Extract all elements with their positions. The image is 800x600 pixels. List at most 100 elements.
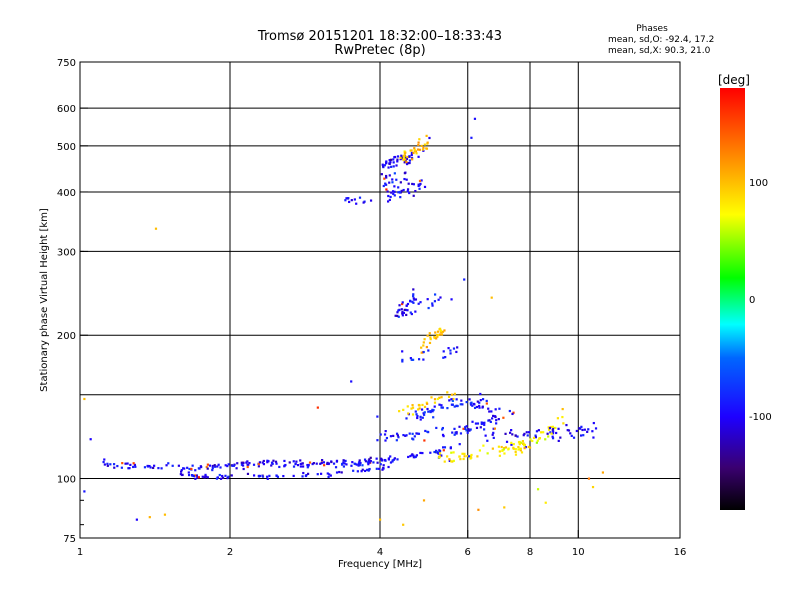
echo-point [301,462,304,465]
echo-point [368,467,371,471]
echo-point [199,465,202,468]
echo-point [347,197,350,200]
echo-point [181,473,184,476]
echo-point [388,158,392,162]
echo-point [215,477,219,480]
echo-point [221,474,224,478]
echo-point [407,182,410,185]
echo-point [431,302,434,305]
echo-point [230,474,233,477]
echo-point [421,451,424,455]
echo-point [316,406,319,409]
echo-point [410,358,413,361]
echo-point [301,475,304,478]
echo-point [192,474,195,478]
echo-point [466,454,469,458]
echo-point [440,454,443,457]
echo-point [278,465,281,469]
echo-point [426,402,429,405]
echo-point [180,470,183,473]
echo-point [486,439,489,442]
echo-point [103,458,106,461]
echo-point [409,149,412,152]
echo-point [450,393,454,396]
echo-point [572,436,576,439]
echo-point [581,428,584,432]
echo-point [428,136,431,140]
echo-point [385,436,389,440]
echo-point [216,465,219,468]
echo-point [390,165,393,168]
echo-point [438,396,441,399]
echo-point [385,176,388,179]
echo-point [518,443,521,446]
colorbar-tick-label: 0 [749,295,755,306]
echo-point [455,350,458,354]
echo-point [378,467,381,470]
echo-point [426,334,429,337]
echo-point [397,436,400,439]
echo-point [534,434,537,437]
echo-point [194,469,197,472]
echo-point [353,198,356,201]
echo-point [420,351,423,354]
echo-point [443,329,446,332]
echo-point [517,448,520,451]
echo-point [467,429,471,432]
echo-point [408,432,411,435]
echo-point [523,447,526,450]
echo-point [437,452,440,455]
echo-point [340,471,343,474]
echo-point [412,194,415,197]
echo-point [89,438,92,441]
echo-point [442,356,445,359]
echo-point [416,432,419,435]
echo-point [409,455,412,458]
echo-point [134,465,137,468]
echo-point [206,467,209,470]
echo-point [367,459,370,462]
echo-point [227,475,230,478]
echo-point [396,160,399,163]
echo-point [480,421,483,424]
echo-point [477,508,480,511]
echo-point [397,309,400,312]
echo-point [350,199,353,202]
echo-point [205,465,208,469]
echo-point [459,403,462,406]
echo-point [504,432,507,435]
echo-point [493,427,496,430]
echo-point [350,380,353,383]
echo-point [523,432,526,436]
echo-point [402,433,405,437]
echo-point [416,148,420,151]
echo-point [221,476,225,479]
echo-point [415,432,418,435]
echo-point [534,436,537,439]
echo-point [392,165,395,168]
echo-point [358,460,361,464]
echo-point [227,463,230,466]
echo-point [334,466,338,469]
echo-point [396,158,399,161]
echo-point [288,461,291,464]
echo-point [338,470,341,474]
echo-point [481,398,485,401]
echo-point [387,458,391,461]
echo-point [419,182,422,185]
echo-point [562,422,565,425]
echo-point [503,452,506,455]
echo-point [302,465,305,468]
echo-point [520,451,524,454]
echo-point [484,434,487,437]
echo-point [329,474,332,477]
echo-point [393,457,396,460]
echo-point [594,427,598,430]
echo-point [380,173,383,176]
echo-point [518,440,521,444]
echo-point [167,462,170,465]
echo-point [216,476,219,479]
y-axis-label: Stationary phase Virtual Height [km] [39,208,50,392]
echo-point [385,188,388,191]
echo-point [197,467,200,470]
